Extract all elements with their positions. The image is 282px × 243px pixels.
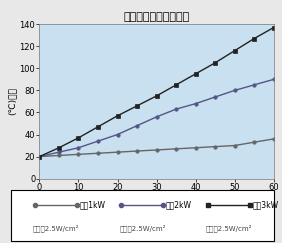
Y-axis label: (℃)温度: (℃)温度 bbox=[8, 87, 17, 115]
Text: 電力寄2.5W/cm²: 電力寄2.5W/cm² bbox=[206, 224, 252, 232]
Text: 電力3kW: 電力3kW bbox=[253, 200, 279, 209]
Text: 電力寄2.5W/cm²: 電力寄2.5W/cm² bbox=[119, 224, 166, 232]
FancyBboxPatch shape bbox=[11, 190, 274, 241]
Text: 電力寄2.5W/cm²: 電力寄2.5W/cm² bbox=[33, 224, 79, 232]
Text: 電力2kW: 電力2kW bbox=[166, 200, 192, 209]
Text: 電力1kW: 電力1kW bbox=[80, 200, 105, 209]
X-axis label: 時間 (min): 時間 (min) bbox=[138, 195, 175, 204]
Title: 一定量を加熱する場合: 一定量を加熱する場合 bbox=[124, 12, 190, 22]
